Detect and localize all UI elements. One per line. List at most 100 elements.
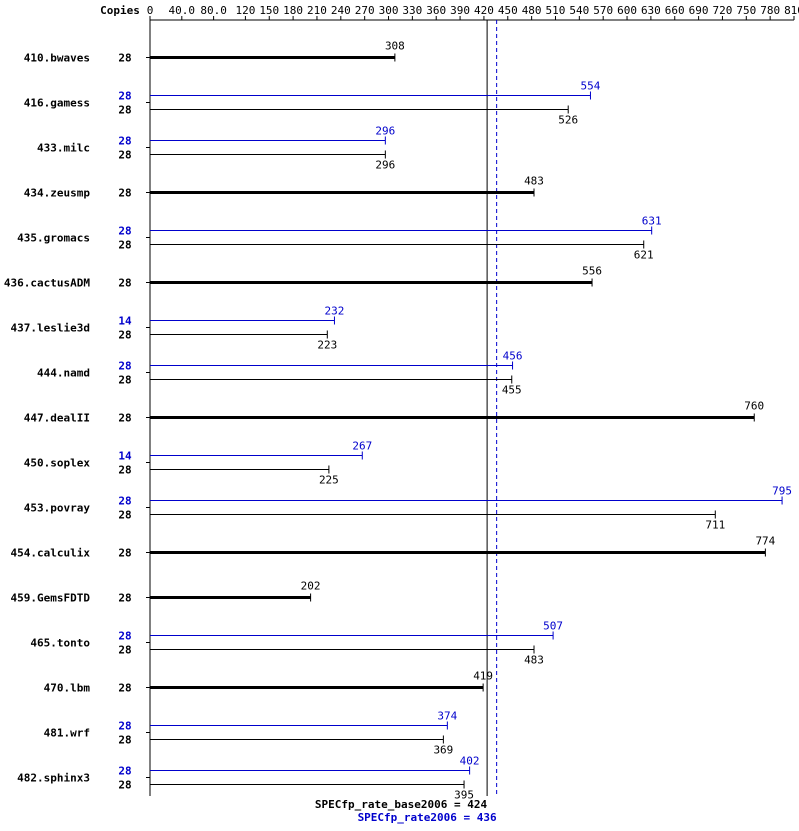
base-value: 556 bbox=[582, 265, 602, 278]
benchmark-name: 453.povray bbox=[24, 502, 91, 515]
base-value: 223 bbox=[317, 339, 337, 352]
base-copies: 28 bbox=[118, 547, 131, 560]
x-tick-label: 510 bbox=[546, 4, 566, 17]
x-tick-label: 720 bbox=[713, 4, 733, 17]
peak-value: 554 bbox=[581, 80, 601, 93]
base-copies: 28 bbox=[118, 592, 131, 605]
benchmark-name: 465.tonto bbox=[30, 637, 90, 650]
benchmark-name: 470.lbm bbox=[44, 682, 91, 695]
x-tick-label: 300 bbox=[379, 4, 399, 17]
base-value: 621 bbox=[634, 249, 654, 262]
benchmark-name: 447.dealII bbox=[24, 412, 90, 425]
x-tick-label: 600 bbox=[617, 4, 637, 17]
benchmark-name: 434.zeusmp bbox=[24, 187, 91, 200]
benchmark-name: 433.milc bbox=[37, 142, 90, 155]
base-value: 455 bbox=[502, 384, 522, 397]
benchmark-name: 454.calculix bbox=[11, 547, 91, 560]
x-tick-label: 180 bbox=[283, 4, 303, 17]
benchmark-name: 459.GemsFDTD bbox=[11, 592, 91, 605]
benchmark-name: 435.gromacs bbox=[17, 232, 90, 245]
x-tick-label: 330 bbox=[402, 4, 422, 17]
peak-copies: 14 bbox=[118, 450, 132, 463]
peak-value: 795 bbox=[772, 485, 792, 498]
copies-header: Copies bbox=[100, 4, 140, 17]
x-tick-label: 630 bbox=[641, 4, 661, 17]
peak-value: 507 bbox=[543, 620, 563, 633]
benchmark-name: 482.sphinx3 bbox=[17, 772, 90, 785]
peak-value: 267 bbox=[352, 440, 372, 453]
peak-copies: 28 bbox=[118, 765, 131, 778]
peak-copies: 14 bbox=[118, 315, 132, 328]
x-tick-label: 360 bbox=[426, 4, 446, 17]
base-value: 395 bbox=[454, 789, 474, 802]
x-tick-label: 150 bbox=[259, 4, 279, 17]
base-value: 526 bbox=[558, 114, 578, 127]
base-copies: 28 bbox=[118, 682, 131, 695]
base-value: 483 bbox=[524, 175, 544, 188]
base-value: 369 bbox=[433, 744, 453, 757]
reference-label: SPECfp_rate2006 = 436 bbox=[358, 811, 497, 824]
base-value: 202 bbox=[301, 580, 321, 593]
peak-copies: 28 bbox=[118, 720, 131, 733]
base-value: 419 bbox=[473, 670, 493, 683]
base-value: 483 bbox=[524, 654, 544, 667]
peak-value: 631 bbox=[642, 215, 662, 228]
x-tick-label: 390 bbox=[450, 4, 470, 17]
peak-copies: 28 bbox=[118, 135, 131, 148]
base-copies: 28 bbox=[118, 779, 131, 792]
peak-copies: 28 bbox=[118, 225, 131, 238]
peak-value: 456 bbox=[503, 350, 523, 363]
base-copies: 28 bbox=[118, 509, 131, 522]
x-tick-label: 540 bbox=[569, 4, 589, 17]
peak-copies: 28 bbox=[118, 360, 131, 373]
base-value: 711 bbox=[705, 519, 725, 532]
benchmark-name: 444.namd bbox=[37, 367, 90, 380]
x-tick-label: 40.0 bbox=[169, 4, 196, 17]
x-tick-label: 750 bbox=[736, 4, 756, 17]
x-tick-label: 210 bbox=[307, 4, 327, 17]
benchmark-name: 436.cactusADM bbox=[4, 277, 90, 290]
base-value: 308 bbox=[385, 40, 405, 53]
base-copies: 28 bbox=[118, 644, 131, 657]
x-tick-label: 420 bbox=[474, 4, 494, 17]
base-copies: 28 bbox=[118, 187, 131, 200]
peak-value: 296 bbox=[375, 125, 395, 138]
x-tick-label: 690 bbox=[689, 4, 709, 17]
benchmark-name: 410.bwaves bbox=[24, 52, 90, 65]
x-tick-label: 0 bbox=[147, 4, 154, 17]
base-value: 296 bbox=[375, 159, 395, 172]
x-tick-label: 120 bbox=[235, 4, 255, 17]
benchmark-name: 416.gamess bbox=[24, 97, 90, 110]
base-copies: 28 bbox=[118, 734, 131, 747]
peak-copies: 28 bbox=[118, 495, 131, 508]
peak-value: 402 bbox=[460, 755, 480, 768]
spec-rate-chart: 040.080.01201501802102402703003303603904… bbox=[0, 0, 799, 831]
base-copies: 28 bbox=[118, 104, 131, 117]
base-copies: 28 bbox=[118, 149, 131, 162]
benchmark-name: 481.wrf bbox=[44, 727, 90, 740]
base-copies: 28 bbox=[118, 239, 131, 252]
peak-copies: 28 bbox=[118, 630, 131, 643]
peak-copies: 28 bbox=[118, 90, 131, 103]
base-copies: 28 bbox=[118, 329, 131, 342]
x-tick-label: 810 bbox=[784, 4, 799, 17]
x-tick-label: 570 bbox=[593, 4, 613, 17]
x-tick-label: 780 bbox=[760, 4, 780, 17]
base-copies: 28 bbox=[118, 412, 131, 425]
base-value: 760 bbox=[744, 400, 764, 413]
x-tick-label: 240 bbox=[331, 4, 351, 17]
benchmark-name: 450.soplex bbox=[24, 457, 91, 470]
peak-value: 374 bbox=[437, 710, 457, 723]
base-copies: 28 bbox=[118, 277, 131, 290]
base-copies: 28 bbox=[118, 52, 131, 65]
x-tick-label: 80.0 bbox=[200, 4, 227, 17]
peak-value: 232 bbox=[325, 305, 345, 318]
x-tick-label: 450 bbox=[498, 4, 518, 17]
x-tick-label: 480 bbox=[522, 4, 542, 17]
benchmark-name: 437.leslie3d bbox=[11, 322, 90, 335]
x-tick-label: 660 bbox=[665, 4, 685, 17]
base-value: 225 bbox=[319, 474, 339, 487]
base-copies: 28 bbox=[118, 374, 131, 387]
base-copies: 28 bbox=[118, 464, 131, 477]
base-value: 774 bbox=[755, 535, 775, 548]
